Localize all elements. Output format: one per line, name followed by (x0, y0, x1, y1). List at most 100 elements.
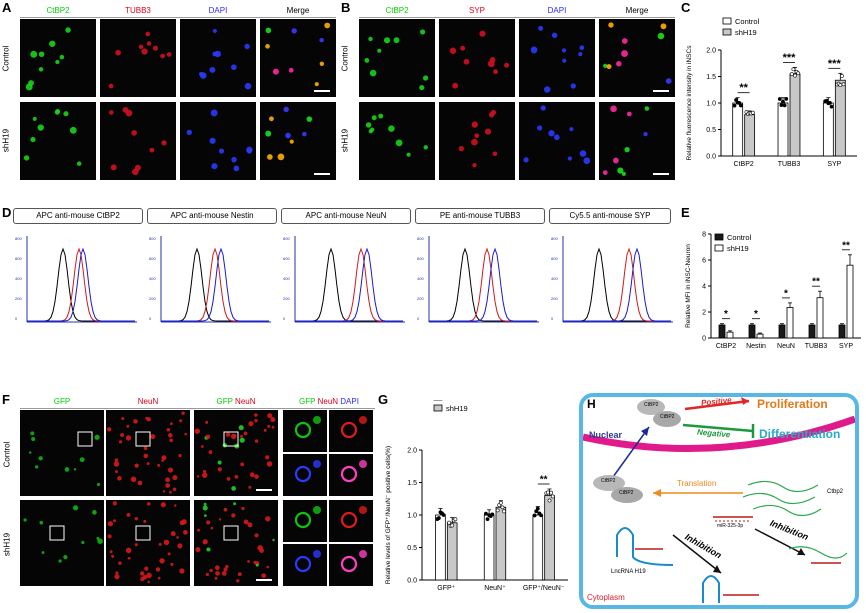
panel-a-cell (138, 44, 144, 50)
x-tick-label: NeuN⁺ (484, 585, 506, 592)
panel-a-cell (233, 165, 240, 172)
data-point (838, 83, 843, 88)
panel-b-cell (365, 122, 372, 128)
panel-a-cell (231, 64, 237, 71)
flow-y-tick: 200 (149, 296, 156, 301)
data-point (791, 67, 796, 72)
panel-a-cell (210, 109, 218, 117)
panel-b-tile-svg-r0-c1 (449, 30, 510, 89)
panel-a-cell (231, 156, 237, 163)
panel-f-cell (109, 550, 113, 554)
panel-f-cell (266, 565, 270, 569)
panel-f-cell (113, 461, 120, 467)
panel-a-cell (38, 51, 45, 58)
panel-f-inset-svg (294, 550, 321, 573)
panel-a-cell (324, 22, 331, 29)
panel-d-title-syp: Cy5.5 anti-mouse SYP (549, 208, 671, 224)
panel-b-cell (569, 127, 574, 132)
panel-f-cell (160, 502, 166, 508)
panel-f-cell (248, 485, 252, 489)
panel-b-cell (551, 32, 558, 39)
data-point (546, 490, 550, 495)
panel-f-cell (237, 572, 242, 577)
cytoplasm-label: Cytoplasm (587, 593, 625, 602)
nuclear-label: Nuclear (589, 430, 623, 440)
panel-f-cell (163, 539, 170, 546)
flow-curve-control (563, 247, 671, 322)
panel-f-cell (143, 519, 147, 523)
panel-f-cell (72, 505, 79, 511)
panel-b-cell (460, 45, 466, 51)
panel-b-cell (660, 23, 667, 30)
data-point (784, 96, 789, 101)
panel-f-cell (179, 419, 183, 423)
x-tick-label: SYP (839, 343, 853, 350)
panel-f-cell (118, 561, 122, 565)
panel-a-cell (269, 116, 274, 122)
panel-f-cell (205, 420, 209, 424)
ctbp2-protein-nucleus-1 (637, 399, 665, 415)
panel-f-inset-cell-2 (359, 416, 367, 424)
panel-f-tile-r0-c1 (106, 410, 190, 496)
panel-a-cell (63, 111, 69, 117)
panel-a-cell (152, 45, 158, 51)
panel-a-cell (141, 48, 148, 55)
bar-control-1 (777, 102, 789, 157)
panel-f-cell (140, 577, 145, 582)
data-point (734, 98, 738, 102)
panel-b-tile-svg-r1-c1 (458, 109, 498, 168)
bar-control-0 (732, 102, 744, 157)
panel-a-cell (265, 130, 272, 137)
panel-a-cell (55, 59, 60, 65)
panel-e-chart: 0 2 4 6 8 Relative MFI in iNSC-Neuron * CtBP2 * N… (685, 232, 861, 350)
panel-f-cell (172, 475, 178, 481)
panel-f-cell (254, 533, 259, 538)
panel-f-cell (267, 413, 273, 419)
panel-f-cell (204, 514, 207, 518)
panel-f-inset-cell-2 (359, 460, 367, 468)
panel-f-cell (265, 455, 270, 460)
panel-f-roi-box (77, 431, 93, 447)
panel-f-cell (143, 453, 149, 459)
panel-f-cell (169, 438, 173, 443)
panel-a-cell (30, 136, 36, 143)
panel-f-cell (214, 576, 218, 580)
panel-a-cell (319, 37, 324, 43)
panel-a-cell (25, 83, 33, 91)
panel-b-scale-bar (653, 173, 669, 175)
panel-f-cell (107, 427, 112, 432)
y-tick-label: 1.5 (407, 480, 417, 487)
flow-y-tick: 400 (283, 276, 290, 281)
panel-a-tile-svg-r0-c2 (198, 28, 252, 90)
panel-a-cell (244, 43, 250, 50)
panel-f-cell (125, 435, 132, 441)
panel-a-cell (186, 129, 193, 136)
ctbp2-protein-nucleus-2 (653, 411, 681, 427)
lncrna-hairpin (616, 527, 674, 566)
data-point (841, 82, 846, 87)
panel-b-cell (420, 29, 426, 35)
panel-a-header-rule (20, 17, 336, 18)
panel-f-cell (209, 568, 213, 573)
panel-b-cell (471, 121, 478, 128)
panel-f-cell (58, 559, 62, 563)
panel-b-cell (603, 63, 608, 69)
panel-a-cell (149, 147, 155, 153)
data-point (532, 513, 537, 518)
panel-b-cell (458, 145, 464, 152)
data-point (484, 511, 488, 516)
panel-a-tile-svg-r0-c0 (25, 27, 71, 91)
panel-b-tile-r1-c3 (599, 102, 675, 180)
panel-b-cell (538, 25, 544, 31)
flow-y-tick: 200 (283, 296, 290, 301)
bar-control-0 (718, 324, 726, 339)
bar-control-1 (748, 324, 756, 339)
panel-f-cell (255, 563, 259, 567)
panel-a-scale-bar (314, 173, 330, 175)
significance-label: ** (812, 277, 820, 288)
flow-y-tick: 200 (15, 296, 22, 301)
bound-mrna (788, 546, 848, 559)
panel-a-tile-svg-r1-c1 (109, 107, 167, 176)
ctbp2-protein-cytoplasm-2 (611, 487, 643, 503)
panel-f-inset-cell (294, 465, 312, 483)
